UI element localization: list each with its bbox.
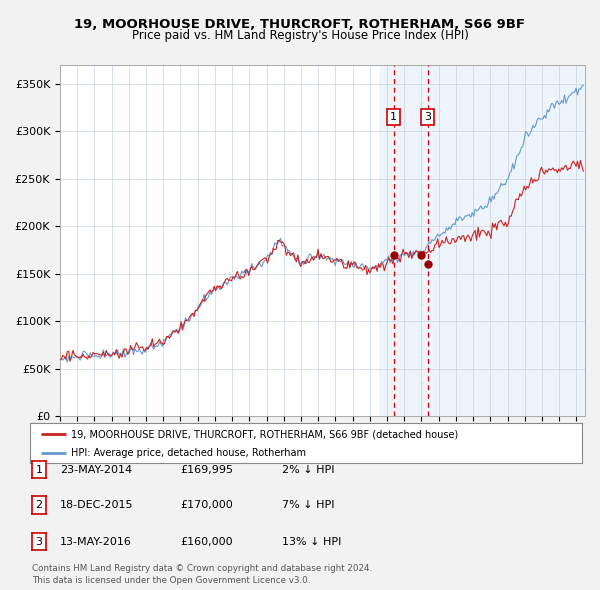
Text: 19, MOORHOUSE DRIVE, THURCROFT, ROTHERHAM, S66 9BF: 19, MOORHOUSE DRIVE, THURCROFT, ROTHERHA…: [74, 18, 526, 31]
Text: 7% ↓ HPI: 7% ↓ HPI: [282, 500, 335, 510]
Text: 13% ↓ HPI: 13% ↓ HPI: [282, 537, 341, 546]
Text: 18-DEC-2015: 18-DEC-2015: [60, 500, 133, 510]
Text: 23-MAY-2014: 23-MAY-2014: [60, 465, 132, 474]
Text: HPI: Average price, detached house, Rotherham: HPI: Average price, detached house, Roth…: [71, 448, 307, 458]
Text: 3: 3: [35, 537, 43, 546]
Text: £169,995: £169,995: [180, 465, 233, 474]
Text: £170,000: £170,000: [180, 500, 233, 510]
Text: £160,000: £160,000: [180, 537, 233, 546]
Bar: [60, 65, 585, 416]
Text: 3: 3: [424, 112, 431, 122]
Text: 2% ↓ HPI: 2% ↓ HPI: [282, 465, 335, 474]
Bar: [60, 65, 379, 416]
Text: 1: 1: [390, 112, 397, 122]
Text: Price paid vs. HM Land Registry's House Price Index (HPI): Price paid vs. HM Land Registry's House …: [131, 30, 469, 42]
Text: 19, MOORHOUSE DRIVE, THURCROFT, ROTHERHAM, S66 9BF (detached house): 19, MOORHOUSE DRIVE, THURCROFT, ROTHERHA…: [71, 430, 458, 440]
Text: 13-MAY-2016: 13-MAY-2016: [60, 537, 132, 546]
Text: 1: 1: [35, 465, 43, 474]
Text: 2: 2: [35, 500, 43, 510]
Text: Contains HM Land Registry data © Crown copyright and database right 2024.
This d: Contains HM Land Registry data © Crown c…: [32, 565, 372, 585]
